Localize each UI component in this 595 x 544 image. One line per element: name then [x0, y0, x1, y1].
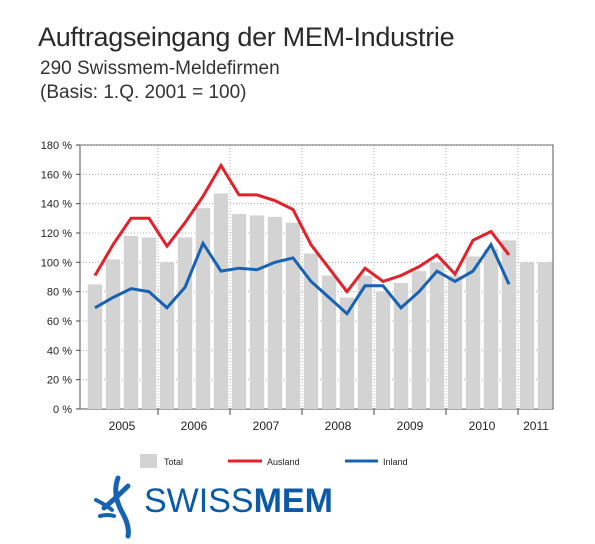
- bar-total: [483, 249, 499, 409]
- logo-stroke: [98, 513, 116, 518]
- y-tick-label: 160 %: [41, 169, 72, 181]
- legend-label-ausland: Ausland: [267, 457, 300, 467]
- y-tick-label: 100 %: [41, 257, 72, 269]
- bar-total: [285, 222, 301, 409]
- bar-total: [339, 297, 355, 409]
- bar-total: [141, 237, 157, 409]
- bar-total: [303, 253, 319, 409]
- bar-total: [411, 271, 427, 409]
- bar-total: [537, 262, 553, 409]
- bar-total: [465, 256, 481, 409]
- bar-total: [177, 237, 193, 409]
- legend-swatch-total: [140, 454, 157, 468]
- bar-total: [213, 193, 229, 409]
- legend-label-inland: Inland: [383, 457, 408, 467]
- bar-total: [249, 215, 265, 409]
- series-line-ausland: [93, 162, 511, 295]
- y-tick-label: 140 %: [41, 199, 72, 211]
- x-tick-label: 2010: [469, 419, 496, 433]
- bar-total: [87, 284, 103, 409]
- y-tick-label: 60 %: [47, 316, 72, 328]
- x-tick-label: 2008: [325, 419, 352, 433]
- x-tick-label: 2011: [523, 419, 549, 433]
- bar-total: [105, 259, 121, 409]
- chart-subtitle: 290 Swissmem-Meldefirmen: [40, 58, 280, 79]
- y-tick-label: 40 %: [47, 345, 72, 357]
- bar-total: [195, 208, 211, 409]
- logo-stroke: [94, 498, 114, 512]
- bar-total: [357, 275, 373, 409]
- logo-stroke: [113, 475, 131, 539]
- chart-title: Auftragseingang der MEM-Industrie: [38, 22, 455, 52]
- y-tick-label: 120 %: [41, 228, 72, 240]
- bar-total: [159, 262, 175, 409]
- bar-total: [267, 216, 283, 409]
- series-line-inland: [94, 240, 511, 316]
- bar-total: [519, 262, 535, 409]
- bar-total: [501, 240, 517, 409]
- y-tick-label: 0 %: [53, 404, 72, 416]
- bar-total: [393, 282, 409, 409]
- x-tick-label: 2006: [181, 419, 208, 433]
- x-tick-label: 2007: [253, 419, 280, 433]
- x-tick-label: 2005: [109, 419, 136, 433]
- y-tick-label: 20 %: [47, 375, 72, 387]
- bar-total: [231, 213, 247, 409]
- swissmem-logo-text: SWISSMEM: [144, 482, 333, 520]
- swissmem-logo-mark: [94, 475, 131, 539]
- bar-total: [321, 275, 337, 409]
- y-tick-label: 180 %: [41, 140, 72, 152]
- bar-total: [375, 291, 391, 409]
- x-tick-label: 2009: [397, 419, 424, 433]
- chart-base-note: (Basis: 1.Q. 2001 = 100): [40, 82, 247, 103]
- bar-total: [123, 235, 139, 409]
- bar-total: [429, 262, 445, 409]
- bar-total: [447, 275, 463, 409]
- y-tick-label: 80 %: [47, 287, 72, 299]
- legend-label-total: Total: [164, 457, 183, 467]
